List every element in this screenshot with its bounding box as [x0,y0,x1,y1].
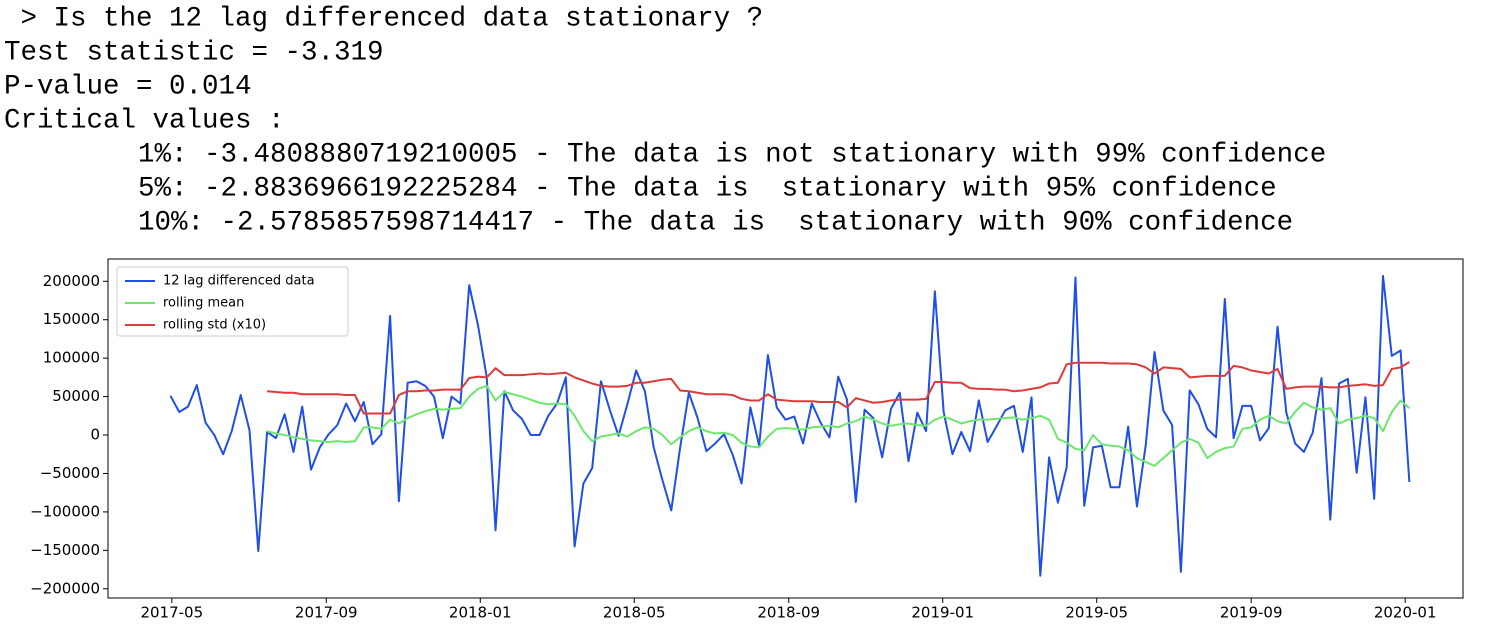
x-tick-label: 2018-05 [603,604,666,622]
console-line: > Is the 12 lag differenced data station… [4,3,763,34]
series-line [169,274,1411,577]
y-tick-label: −150000 [30,541,100,559]
y-tick-label: −200000 [30,579,100,597]
series-line [267,361,1410,415]
legend-label: 12 lag differenced data [163,274,315,289]
plot-frame [107,258,1464,599]
console-line: 1%: -3.4808880719210005 - The data is no… [138,139,1326,170]
x-tick-label: 2020-01 [1374,604,1437,622]
legend-label: rolling mean [163,296,244,311]
console-line: 10%: -2.5785857598714417 - The data is s… [138,207,1293,238]
x-tick-label: 2017-09 [295,604,358,622]
y-tick-label: 200000 [43,272,100,290]
y-tick-label: 150000 [43,310,100,328]
console-line: Critical values : [4,105,285,136]
series-line [266,384,1411,467]
x-tick-label: 2018-01 [449,604,512,622]
legend-box [116,266,349,337]
x-tick-label: 2019-05 [1065,604,1128,622]
y-tick-label: −100000 [30,502,100,520]
console-line: Test statistic = -3.319 [4,37,384,68]
x-tick-label: 2019-09 [1220,604,1283,622]
x-tick-label: 2018-09 [757,604,820,622]
x-tick-label: 2017-05 [140,604,203,622]
x-tick-label: 2019-01 [911,604,974,622]
y-tick-label: −50000 [40,464,100,482]
console-line: 5%: -2.8836966192225284 - The data is st… [138,173,1277,204]
y-tick-label: 0 [90,426,100,444]
y-tick-label: 100000 [43,349,100,367]
console-line: P-value = 0.014 [4,71,252,102]
y-tick-label: 50000 [52,387,100,405]
legend-label: rolling std (x10) [163,318,266,333]
